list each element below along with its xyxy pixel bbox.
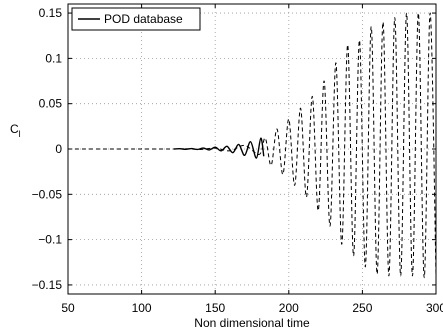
ticks: 50 100 150 200 250 300 −0.15 −0.1 −0.05 0 0.05 0.1 0… (32, 4, 443, 315)
y-tick-label: 0.05 (39, 97, 63, 111)
x-axis-label: Non dimensional time (194, 316, 310, 330)
x-tick-label: 250 (352, 301, 372, 315)
y-tick-label: 0.1 (45, 51, 62, 65)
y-tick-label: −0.05 (32, 187, 63, 201)
grid (68, 4, 436, 294)
legend: POD database (71, 7, 201, 31)
series-line-pod-database (173, 137, 265, 159)
y-tick-label: −0.15 (32, 278, 63, 292)
x-tick-label: 50 (61, 301, 75, 315)
y-tick-label: −0.1 (38, 233, 62, 247)
y-tick-label: 0 (55, 142, 62, 156)
x-tick-label: 150 (205, 301, 225, 315)
y-axis-label: Cl (10, 122, 21, 139)
y-tick-label: 0.15 (39, 6, 63, 20)
x-tick-label: 100 (132, 301, 152, 315)
x-tick-label: 200 (279, 301, 299, 315)
series-layer (67, 12, 437, 279)
legend-box (71, 7, 201, 31)
y-axis-label-main: C (10, 122, 19, 136)
series-line-dashed (67, 12, 437, 279)
y-axis-label-subscript: l (19, 129, 21, 139)
x-tick-label: 300 (426, 301, 443, 315)
legend-label: POD database (104, 12, 183, 26)
